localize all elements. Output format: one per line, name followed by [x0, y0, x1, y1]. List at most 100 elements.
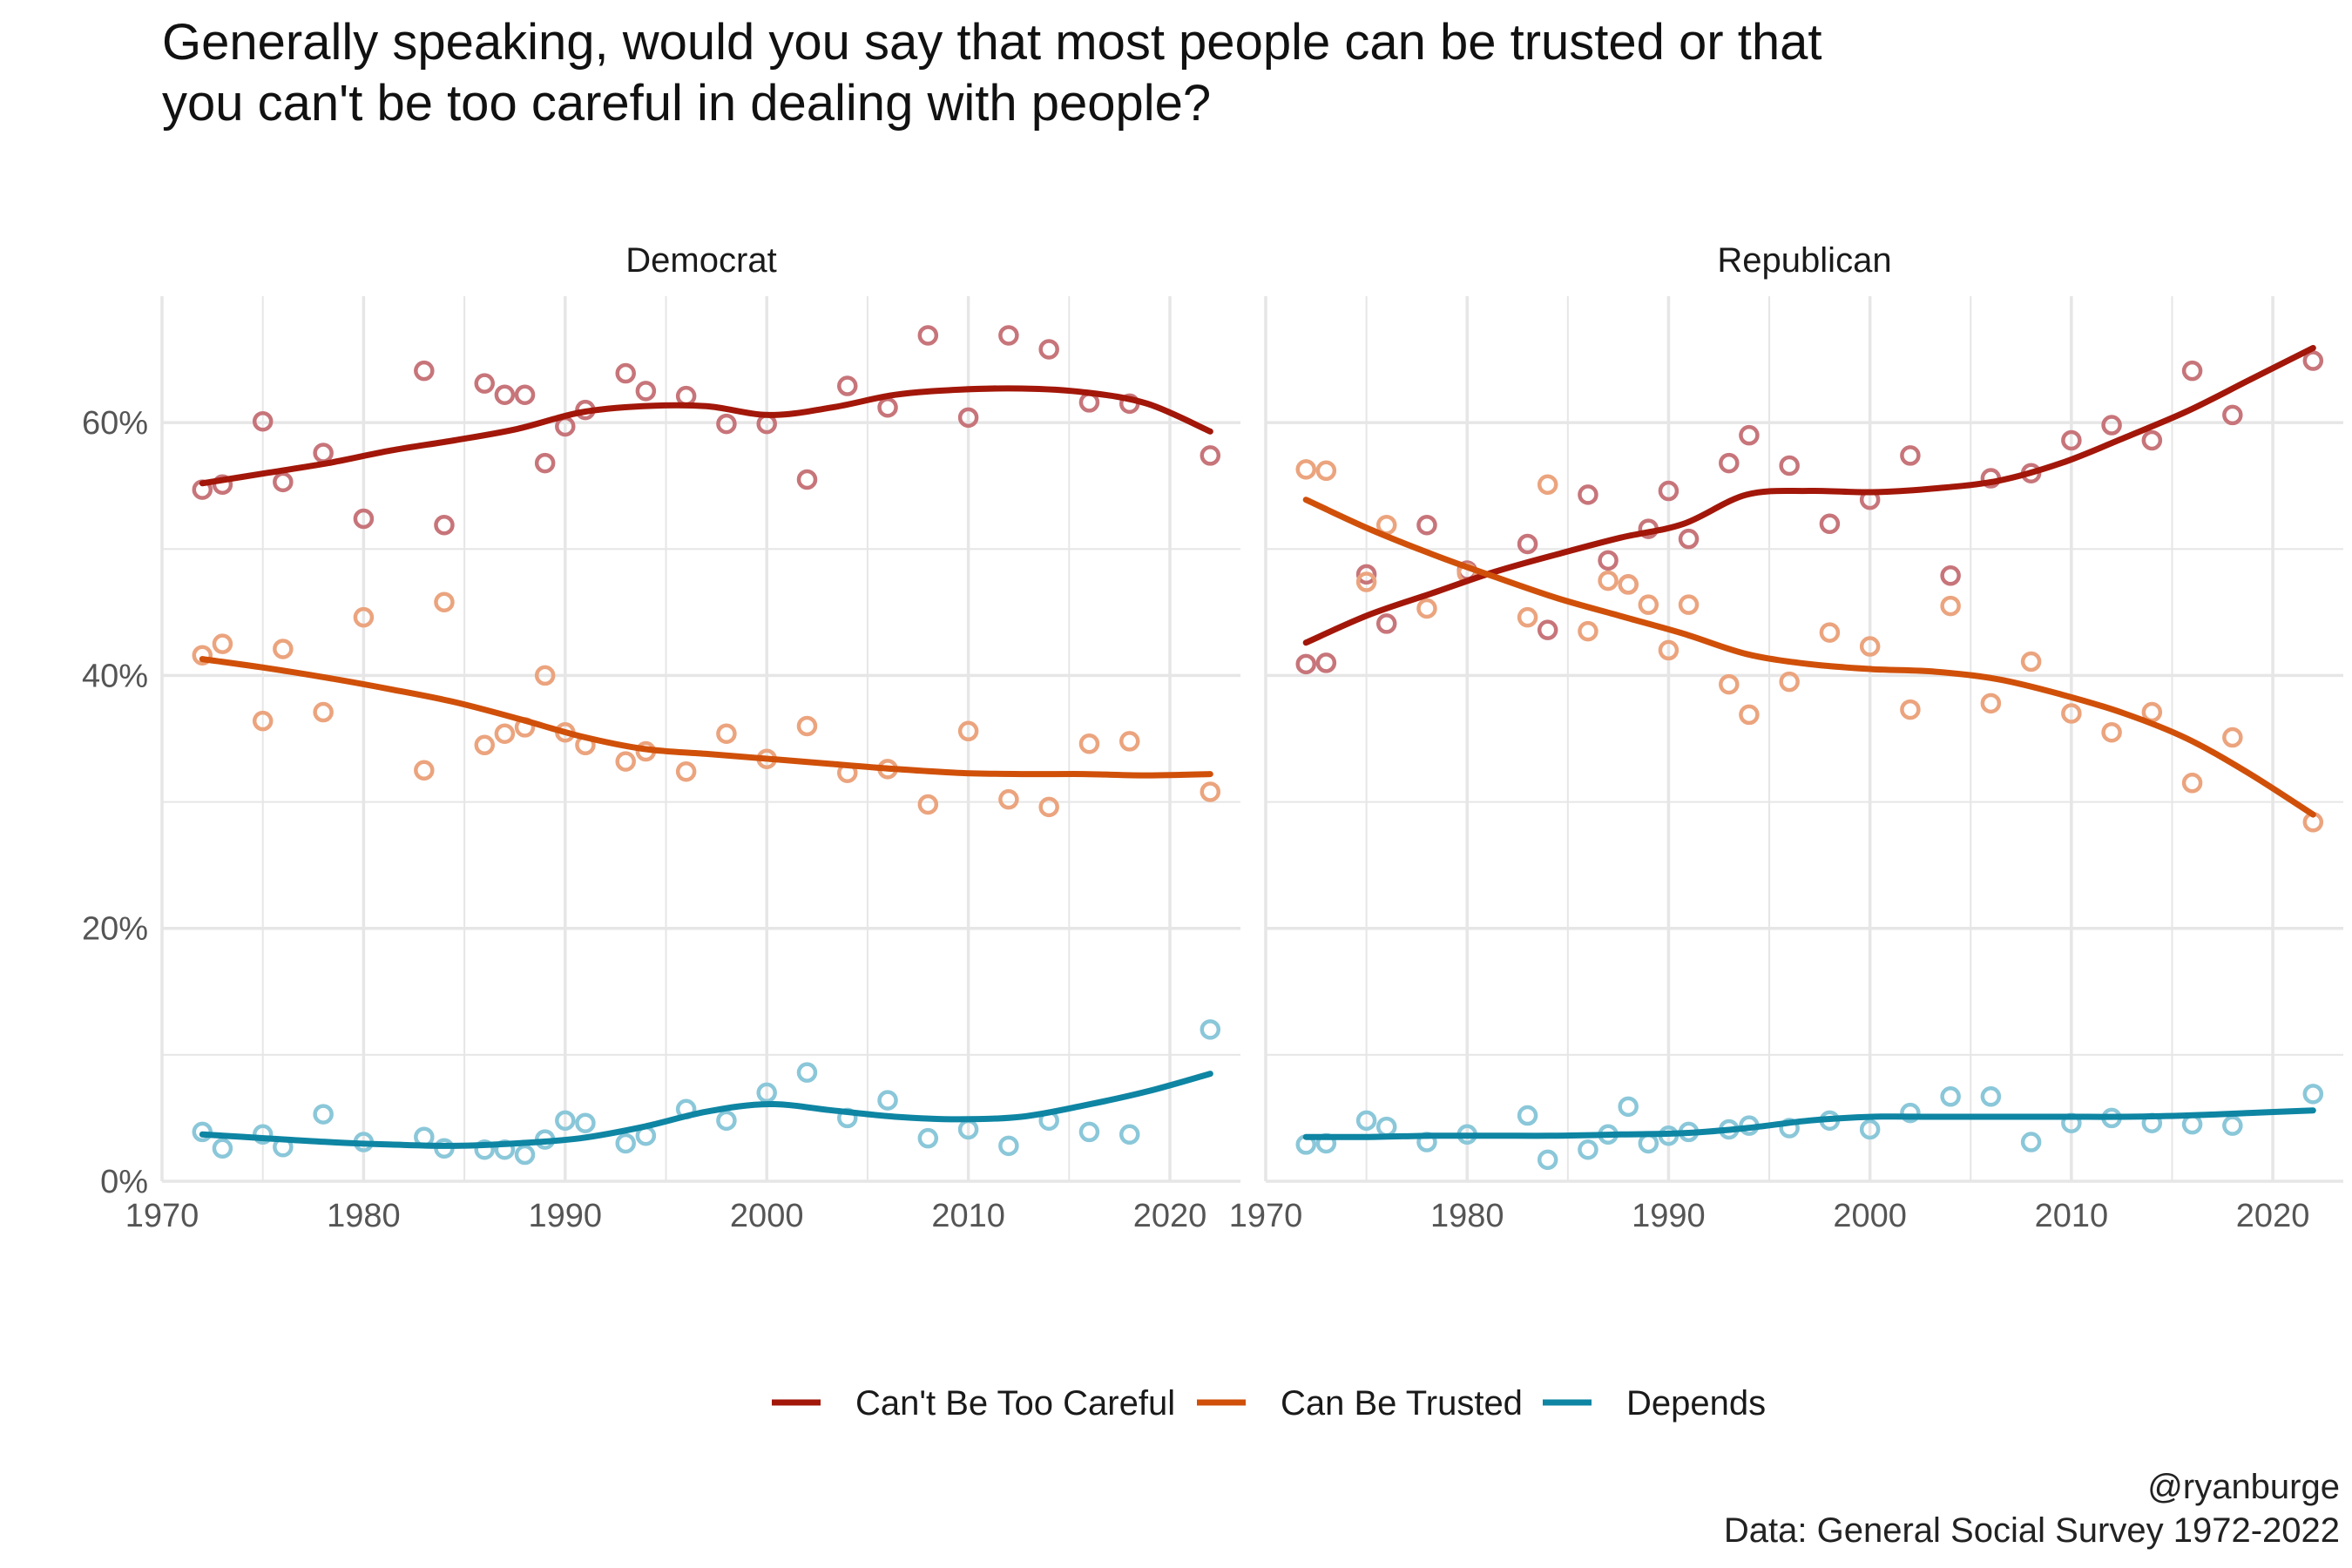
point-can-be-trusted: [273, 639, 294, 659]
point-can-be-trusted: [1618, 574, 1639, 595]
point-can-t-be-too-careful: [998, 325, 1019, 346]
chart-caption: @ryanburge Data: General Social Survey 1…: [1724, 1465, 2340, 1552]
point-can-t-be-too-careful: [1200, 445, 1221, 466]
point-can-be-trusted: [494, 723, 516, 744]
point-can-t-be-too-careful: [615, 362, 636, 384]
point-can-t-be-too-careful: [675, 385, 697, 407]
point-depends: [252, 1124, 274, 1146]
point-depends: [796, 1062, 818, 1083]
point-can-be-trusted: [1980, 693, 2002, 714]
point-can-be-trusted: [2181, 773, 2203, 794]
point-can-be-trusted: [212, 633, 233, 654]
point-can-t-be-too-careful: [837, 375, 858, 396]
point-can-t-be-too-careful: [1719, 452, 1740, 474]
point-can-t-be-too-careful: [313, 443, 334, 463]
x-tick-label: 2000: [730, 1198, 804, 1234]
point-can-t-be-too-careful: [796, 469, 818, 490]
point-can-t-be-too-careful: [2302, 350, 2324, 371]
panel-democrat: Democrat 1970 1980 1990 2000 2010 2020 0% 20% 40%…: [82, 241, 1240, 1234]
x-tick-label: 1990: [529, 1198, 603, 1234]
point-depends: [1638, 1132, 1659, 1154]
point-can-t-be-too-careful: [514, 384, 536, 405]
point-can-t-be-too-careful: [1779, 455, 1800, 476]
point-depends: [313, 1104, 334, 1125]
point-can-be-trusted: [1355, 571, 1377, 592]
point-can-be-trusted: [1719, 673, 1740, 695]
point-can-be-trusted: [1940, 595, 1961, 617]
point-depends: [2020, 1132, 2042, 1152]
legend-label-can-be-trusted: Can Be Trusted: [1281, 1384, 1523, 1423]
point-can-t-be-too-careful: [1315, 652, 1337, 673]
point-depends: [2181, 1113, 2203, 1135]
point-can-be-trusted: [1678, 594, 1700, 615]
point-can-be-trusted: [615, 751, 636, 772]
point-can-be-trusted: [917, 794, 939, 815]
point-depends: [1355, 1110, 1377, 1132]
legend-label-can-t-be-too-careful: Can't Be Too Careful: [855, 1384, 1175, 1423]
point-can-be-trusted: [534, 665, 556, 686]
point-can-be-trusted: [1658, 639, 1680, 661]
point-depends: [2302, 1084, 2324, 1105]
chart-title-line-2: you can't be too careful in dealing with…: [162, 75, 1212, 132]
point-can-t-be-too-careful: [1819, 513, 1841, 535]
point-can-t-be-too-careful: [1375, 613, 1397, 634]
point-can-be-trusted: [313, 701, 334, 723]
point-can-be-trusted: [414, 760, 435, 781]
point-can-t-be-too-careful: [1038, 339, 1059, 360]
trend-line-depends: [1302, 1107, 2316, 1140]
point-can-be-trusted: [1779, 671, 1800, 693]
point-can-be-trusted: [353, 606, 375, 628]
point-can-be-trusted: [1315, 460, 1337, 482]
point-can-be-trusted: [2141, 701, 2163, 723]
point-can-t-be-too-careful: [1678, 528, 1700, 550]
point-depends: [514, 1144, 536, 1166]
point-depends: [756, 1082, 777, 1104]
point-can-be-trusted: [1859, 636, 1881, 657]
point-can-t-be-too-careful: [273, 471, 294, 493]
legend-item-can-be-trusted: Can Be Trusted: [1197, 1384, 1523, 1423]
point-can-be-trusted: [2101, 721, 2122, 743]
x-tick-label: 2000: [1833, 1198, 1907, 1234]
point-can-be-trusted: [1638, 594, 1659, 615]
point-depends: [1537, 1149, 1558, 1171]
caption-source: Data: General Social Survey 1972-2022: [1723, 1511, 2340, 1550]
point-can-t-be-too-careful: [494, 384, 516, 405]
point-can-be-trusted: [1078, 733, 1100, 754]
trend-line-depends: [199, 1071, 1213, 1149]
point-can-t-be-too-careful: [957, 407, 979, 429]
legend-item-can-t-be-too-careful: Can't Be Too Careful: [772, 1384, 1175, 1423]
trend-line-can-t-be-too-careful: [199, 385, 1213, 487]
point-can-t-be-too-careful: [1940, 565, 1961, 586]
point-depends: [474, 1139, 495, 1160]
point-can-be-trusted: [1119, 731, 1140, 752]
point-can-t-be-too-careful: [2181, 360, 2203, 382]
point-depends: [1517, 1105, 1538, 1126]
point-can-be-trusted: [2061, 703, 2082, 724]
x-tick-label: 2020: [1133, 1198, 1207, 1234]
x-tick-label: 1970: [1229, 1198, 1303, 1234]
x-tick-label: 1970: [125, 1198, 199, 1234]
point-can-t-be-too-careful: [1739, 424, 1760, 446]
point-can-t-be-too-careful: [1517, 533, 1538, 555]
point-can-be-trusted: [1537, 474, 1558, 496]
point-depends: [212, 1138, 233, 1159]
point-can-be-trusted: [1038, 796, 1059, 818]
point-can-t-be-too-careful: [474, 373, 495, 394]
panel-label-democrat: Democrat: [625, 241, 776, 280]
panel-republican: Republican 1970 1980 1990 2000 2010 2020: [1229, 241, 2343, 1234]
point-can-be-trusted: [2222, 727, 2243, 748]
point-depends: [998, 1135, 1019, 1157]
point-can-t-be-too-careful: [716, 413, 737, 435]
point-depends: [1980, 1086, 2002, 1107]
point-can-be-trusted: [1900, 699, 1921, 720]
x-tick-label: 1980: [327, 1198, 401, 1234]
point-can-t-be-too-careful: [2061, 429, 2082, 451]
point-can-be-trusted: [192, 645, 213, 666]
point-depends: [1200, 1019, 1221, 1040]
point-depends: [615, 1132, 636, 1154]
point-can-be-trusted: [1598, 570, 1619, 591]
point-can-t-be-too-careful: [877, 396, 898, 418]
x-tick-label: 2010: [2035, 1198, 2109, 1234]
x-tick-label: 1980: [1430, 1198, 1504, 1234]
